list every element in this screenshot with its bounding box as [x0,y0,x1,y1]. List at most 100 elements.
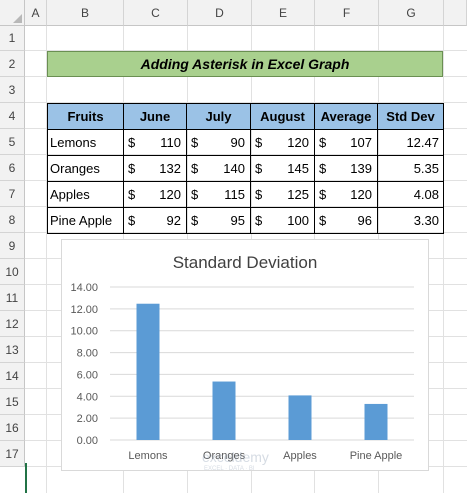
cell-august[interactable]: $100 [250,207,315,234]
cell-average[interactable]: $120 [314,181,378,208]
currency-symbol: $ [319,213,327,228]
cell-june[interactable]: $110 [123,129,187,156]
row-header-9[interactable]: 9 [0,233,25,259]
row-header-14[interactable]: 14 [0,363,25,389]
currency-symbol: $ [191,161,199,176]
table-row: Pine Apple $92 $95 $100 $96 3.30 [47,207,444,234]
row-header-11[interactable]: 11 [0,285,25,311]
cell-june[interactable]: $120 [123,181,187,208]
select-all-corner[interactable] [0,0,25,26]
x-tick-label: Apples [283,450,317,462]
header-average[interactable]: Average [314,103,378,130]
bar-oranges [212,381,236,440]
sheet-title-cell[interactable]: Adding Asterisk in Excel Graph [47,51,443,77]
y-tick-label: 2.00 [77,413,98,425]
currency-symbol: $ [319,135,327,150]
table-row: Lemons $110 $90 $120 $107 12.47 [47,129,444,156]
cell-august[interactable]: $125 [250,181,315,208]
bar-lemons [136,303,160,440]
cell-value: 132 [159,161,181,176]
cell-july[interactable]: $115 [186,181,251,208]
cell-fruit[interactable]: Oranges [47,155,124,182]
currency-symbol: $ [191,187,199,202]
cell-std-dev[interactable]: 3.30 [377,207,444,234]
cell-value: 120 [159,187,181,202]
x-tick-label: Pine Apple [350,450,403,462]
y-tick-label: 12.00 [70,304,98,316]
bar-pine-apple [364,403,388,440]
row-header-13[interactable]: 13 [0,337,25,363]
std-dev-chart[interactable]: Standard Deviation 0.00 2.00 4.00 6.00 8.00 10… [61,239,429,472]
cell-june[interactable]: $92 [123,207,187,234]
cell-july[interactable]: $90 [186,129,251,156]
currency-symbol: $ [319,161,327,176]
cell-july[interactable]: $95 [186,207,251,234]
header-fruits[interactable]: Fruits [47,103,124,130]
column-header-c[interactable]: C [124,0,188,26]
cell-value: 120 [287,135,309,150]
row-header-1[interactable]: 1 [0,26,25,51]
column-header-g[interactable]: G [379,0,444,26]
column-header-d[interactable]: D [188,0,252,26]
cell-fruit[interactable]: Pine Apple [47,207,124,234]
currency-symbol: $ [255,187,263,202]
cell-fruit[interactable]: Apples [47,181,124,208]
row-header-8[interactable]: 8 [0,207,25,233]
cell-average[interactable]: $96 [314,207,378,234]
gridline-horizontal [25,102,467,103]
cell-fruit[interactable]: Lemons [47,129,124,156]
cell-value: 100 [287,213,309,228]
table-row: Apples $120 $115 $125 $120 4.08 [47,181,444,208]
cell-value: 120 [350,187,372,202]
row-header-4[interactable]: 4 [0,103,25,129]
column-header-filler [444,0,467,26]
column-header-f[interactable]: F [315,0,379,26]
gridline-vertical [443,26,444,493]
cell-value: 139 [350,161,372,176]
column-header-e[interactable]: E [252,0,315,26]
header-std-dev[interactable]: Std Dev [377,103,444,130]
gridline-vertical [46,26,47,493]
cell-std-dev[interactable]: 12.47 [377,129,444,156]
row-header-17[interactable]: 17 [0,441,25,467]
cell-value: 92 [166,213,181,228]
y-tick-label: 10.00 [70,326,98,338]
row-header-6[interactable]: 6 [0,155,25,181]
row-header-2[interactable]: 2 [0,51,25,77]
row-header-15[interactable]: 15 [0,389,25,415]
row-header-10[interactable]: 10 [0,259,25,285]
cell-august[interactable]: $120 [250,129,315,156]
cell-std-dev[interactable]: 5.35 [377,155,444,182]
cell-august[interactable]: $145 [250,155,315,182]
cell-value: 140 [223,161,245,176]
cell-june[interactable]: $132 [123,155,187,182]
table-header-row: Fruits June July August Average Std Dev [47,103,444,130]
cell-average[interactable]: $107 [314,129,378,156]
cell-average[interactable]: $139 [314,155,378,182]
cell-value: 125 [287,187,309,202]
watermark-tagline: EXCEL · DATA · BI [204,466,255,470]
column-header-b[interactable]: B [47,0,124,26]
gridline-horizontal [25,50,467,51]
column-header-a[interactable]: A [25,0,47,26]
header-july[interactable]: July [186,103,251,130]
row-header-7[interactable]: 7 [0,181,25,207]
active-cell-indicator [25,463,27,493]
cell-value: 115 [224,187,245,202]
header-august[interactable]: August [250,103,315,130]
row-header-5[interactable]: 5 [0,129,25,155]
cell-value: 107 [350,135,372,150]
cell-value: 110 [160,135,181,150]
row-header-3[interactable]: 3 [0,77,25,103]
row-header-16[interactable]: 16 [0,415,25,441]
cell-july[interactable]: $140 [186,155,251,182]
cell-std-dev[interactable]: 4.08 [377,181,444,208]
currency-symbol: $ [128,161,136,176]
x-tick-label: Lemons [128,450,168,462]
chart-title: Standard Deviation [173,253,318,272]
row-header-12[interactable]: 12 [0,311,25,337]
currency-symbol: $ [255,213,263,228]
header-june[interactable]: June [123,103,187,130]
